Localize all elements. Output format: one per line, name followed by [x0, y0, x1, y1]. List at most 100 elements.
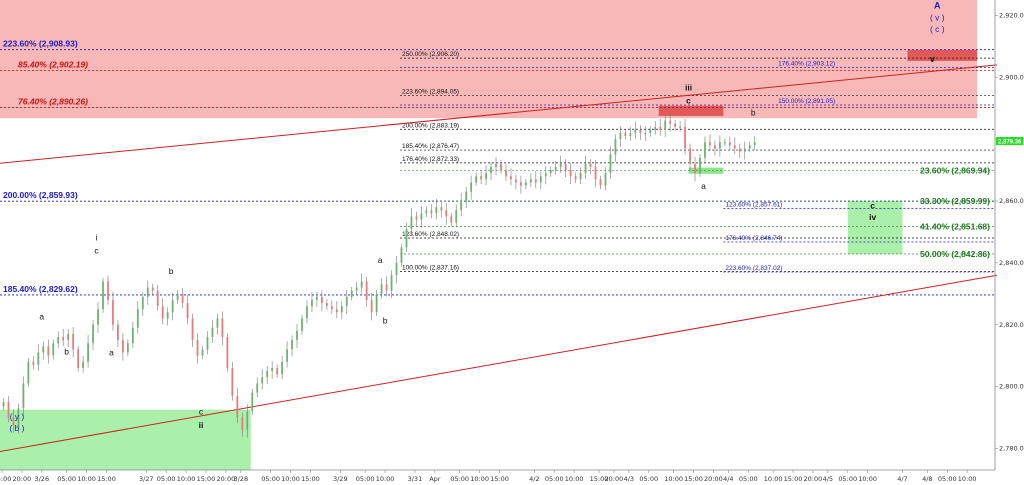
wave-label: c: [94, 246, 99, 256]
candle: [350, 286, 353, 301]
candle-body: [350, 290, 353, 297]
candle-body: [425, 210, 428, 214]
y-tick-label: 2,900.00: [999, 74, 1024, 82]
candle: [216, 313, 219, 335]
candle-body: [510, 176, 512, 180]
candle-body: [291, 340, 293, 350]
candle-body: [529, 179, 532, 183]
candle-body: [236, 395, 239, 418]
x-tick-label: 20:00: [704, 475, 723, 483]
candle-body: [609, 154, 612, 174]
candle-body: [465, 191, 468, 201]
price-level-label: 223.60% (2,908.93): [3, 39, 78, 49]
candle: [246, 404, 249, 438]
candle: [584, 155, 587, 180]
candle: [186, 294, 189, 325]
x-tick-label: 15:00: [590, 475, 609, 483]
x-tick-label: 4/3: [624, 475, 634, 483]
candle-body: [107, 281, 109, 300]
last-price-label: 2,879.36: [998, 139, 1022, 145]
candle-body: [360, 281, 363, 288]
candle: [714, 140, 716, 156]
wave-label: a: [39, 312, 44, 322]
wave-label: a: [701, 181, 706, 191]
candle: [22, 376, 25, 417]
candle-body: [554, 166, 557, 171]
x-tick-label: 05:00: [938, 475, 957, 483]
x-tick-label: 05:00: [450, 475, 469, 483]
x-tick-label: 10:00: [664, 475, 683, 483]
candle-body: [520, 182, 522, 186]
candle: [12, 409, 15, 433]
candle: [42, 341, 45, 360]
candle: [604, 167, 607, 191]
candle: [206, 331, 209, 355]
candle: [415, 211, 418, 227]
candle: [67, 329, 70, 348]
candle: [266, 366, 269, 385]
candle-body: [699, 157, 701, 174]
candle: [146, 280, 149, 305]
x-tick-label: 20:00: [804, 475, 823, 483]
candle-body: [738, 148, 741, 152]
price-level-label: 85.40% (2,902.19): [18, 60, 88, 70]
candle-body: [141, 296, 144, 310]
candle-body: [400, 247, 403, 263]
candle-body: [569, 170, 572, 177]
candle-body: [485, 173, 487, 180]
fib-level-label: 176.40% (2,872.33): [402, 156, 459, 163]
candle: [286, 341, 288, 368]
candle-body: [301, 318, 303, 331]
x-tick-label: 10:00: [77, 475, 96, 483]
y-tick-label: 2,780.00: [999, 445, 1024, 453]
candle: [395, 255, 398, 284]
candle-body: [181, 293, 184, 304]
candle: [699, 153, 701, 177]
candle-body: [450, 216, 453, 223]
candle: [141, 292, 144, 317]
candle: [271, 361, 274, 380]
wave-v-target-box: [907, 49, 978, 61]
candle-body: [251, 392, 254, 412]
candle: [719, 135, 721, 157]
candle: [256, 377, 259, 398]
x-tick-label: 3/26: [34, 475, 49, 483]
candle-body: [559, 163, 562, 167]
candle-body: [549, 170, 552, 174]
y-tick-label: 2,800.00: [999, 383, 1024, 391]
candle: [201, 345, 204, 360]
candle-body: [470, 182, 473, 192]
candle-body: [639, 129, 642, 133]
wave-label: c: [870, 201, 875, 211]
candle-body: [12, 417, 15, 427]
candle: [335, 301, 338, 319]
fib-level-label: 176.40% (2,903.12): [778, 61, 835, 68]
x-tick-label: 3/27: [139, 475, 154, 483]
candle-body: [420, 213, 423, 220]
x-tick-label: 05:00: [57, 475, 76, 483]
candle: [614, 134, 617, 162]
candle-body: [445, 210, 448, 217]
x-tick-label: 4/8: [922, 475, 932, 483]
candle: [599, 175, 602, 190]
price-level-label: 200.00% (2,859.93): [3, 190, 78, 200]
candle: [77, 345, 80, 372]
candle-body: [47, 346, 50, 356]
wave-label: a: [378, 255, 383, 265]
candle: [455, 204, 458, 228]
candle: [87, 335, 89, 368]
candle: [107, 275, 109, 305]
candle-body: [723, 142, 726, 144]
candle: [594, 160, 597, 188]
candle: [176, 290, 179, 304]
candle: [619, 126, 622, 148]
candle: [360, 273, 363, 294]
candle: [510, 168, 512, 186]
wave-label: ( v ): [930, 12, 945, 22]
candle-body: [186, 303, 189, 319]
candle: [723, 138, 726, 146]
wave-label: iii: [685, 82, 692, 92]
candle-body: [689, 148, 691, 164]
x-tick-label: 15:00: [197, 475, 216, 483]
